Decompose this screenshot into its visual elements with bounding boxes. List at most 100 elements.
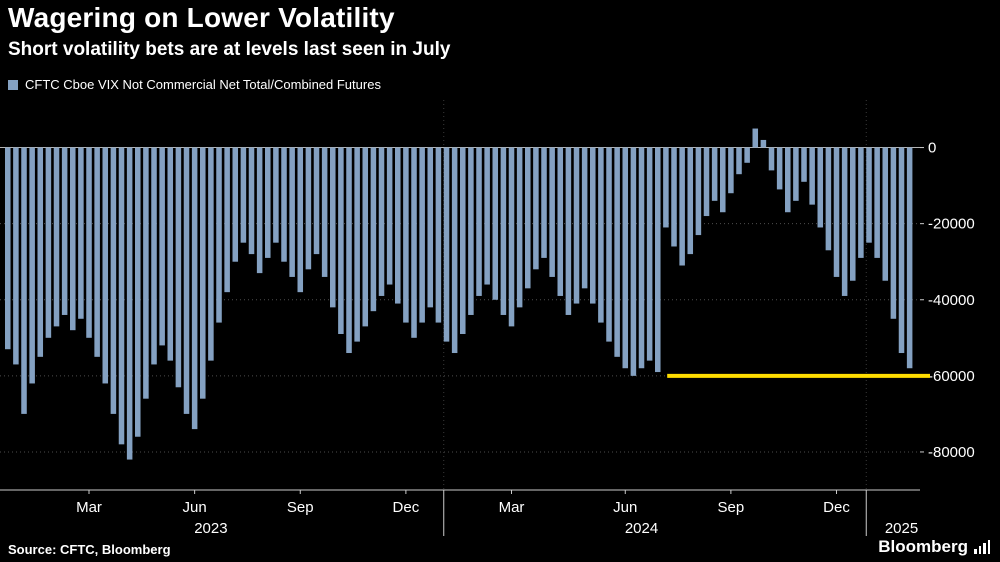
y-axis-label: -80000 — [928, 444, 975, 461]
bar — [208, 147, 214, 361]
bar — [573, 147, 580, 304]
bar — [313, 147, 320, 255]
bar — [874, 147, 880, 258]
bar — [451, 147, 458, 354]
bar — [906, 147, 913, 369]
bar — [793, 147, 799, 201]
bar — [86, 147, 92, 338]
bar — [443, 147, 450, 342]
bar — [427, 147, 434, 308]
bar — [240, 147, 247, 243]
bar — [711, 147, 718, 201]
bar — [354, 147, 360, 342]
bar — [13, 147, 19, 365]
y-axis-label: -20000 — [928, 216, 975, 233]
bar — [53, 147, 60, 327]
bar — [135, 147, 141, 437]
bar — [256, 147, 263, 274]
bar — [525, 147, 531, 289]
bar — [370, 147, 377, 312]
x-tick-label: Sep — [287, 499, 314, 516]
year-label: 2023 — [194, 520, 227, 537]
x-tick-label: Jun — [613, 499, 637, 516]
bar — [273, 147, 279, 243]
bar — [663, 147, 669, 228]
bar — [695, 147, 702, 236]
bar — [598, 147, 604, 323]
bar — [362, 147, 369, 327]
bar — [776, 147, 783, 190]
bar — [5, 147, 11, 350]
bar — [785, 147, 791, 213]
bar — [21, 147, 27, 414]
bar — [581, 147, 588, 289]
x-tick-label: Sep — [718, 499, 745, 516]
bar — [200, 147, 206, 399]
bar — [590, 147, 596, 304]
legend-swatch-icon — [8, 79, 18, 90]
bar — [281, 147, 287, 262]
bar-chart-icon — [974, 540, 990, 554]
bar — [882, 147, 889, 281]
bar — [395, 147, 401, 304]
y-axis-label: 0 — [928, 140, 936, 157]
x-tick-label: Jun — [183, 499, 207, 516]
bar — [549, 147, 555, 277]
bar — [143, 147, 149, 399]
bar — [386, 147, 393, 285]
bar — [435, 147, 442, 323]
bar — [614, 147, 620, 357]
bar — [622, 147, 629, 369]
bar — [809, 147, 815, 205]
y-axis-label: -40000 — [928, 292, 975, 309]
bar — [297, 147, 304, 293]
bar — [37, 147, 44, 357]
bar — [126, 147, 133, 460]
bar — [70, 147, 76, 331]
bar — [508, 147, 515, 327]
bar — [224, 147, 230, 293]
bars — [5, 128, 913, 460]
bar — [768, 147, 775, 171]
bar — [191, 147, 198, 430]
bar — [646, 147, 653, 361]
bar — [110, 147, 117, 414]
bar — [403, 147, 409, 323]
source-text: Source: CFTC, Bloomberg — [8, 542, 171, 557]
bar — [541, 147, 547, 258]
bar — [744, 147, 750, 163]
legend-label: CFTC Cboe VIX Not Commercial Net Total/C… — [25, 77, 381, 92]
bar — [476, 147, 482, 296]
x-tick-label: Dec — [393, 499, 420, 516]
bar — [736, 147, 742, 175]
legend: CFTC Cboe VIX Not Commercial Net Total/C… — [8, 77, 381, 92]
bar — [338, 147, 344, 334]
bar — [248, 147, 255, 255]
x-axis-labels: Mar Jun Sep Dec Mar Jun Sep Dec 2023 2024 2025 — [76, 490, 918, 537]
bar — [346, 147, 352, 354]
bar — [752, 128, 759, 148]
bar — [159, 147, 165, 346]
bloomberg-logo: Bloomberg — [878, 537, 990, 557]
year-label: 2024 — [625, 520, 658, 537]
bar — [94, 147, 100, 357]
x-tick-label: Mar — [499, 499, 525, 516]
bloomberg-logo-text: Bloomberg — [878, 537, 968, 556]
bar — [533, 147, 539, 270]
bar — [801, 147, 807, 182]
bar — [516, 147, 523, 308]
bar — [45, 147, 52, 338]
bar — [898, 147, 905, 354]
bar — [29, 147, 35, 384]
bar — [630, 147, 637, 376]
bar — [378, 147, 385, 296]
bar — [289, 147, 295, 277]
bar — [817, 147, 824, 228]
bar — [232, 147, 239, 262]
bar — [866, 147, 872, 243]
bar — [858, 147, 864, 258]
year-label: 2025 — [885, 520, 918, 537]
bar — [460, 147, 466, 334]
bar — [78, 147, 84, 319]
bar — [61, 147, 68, 315]
